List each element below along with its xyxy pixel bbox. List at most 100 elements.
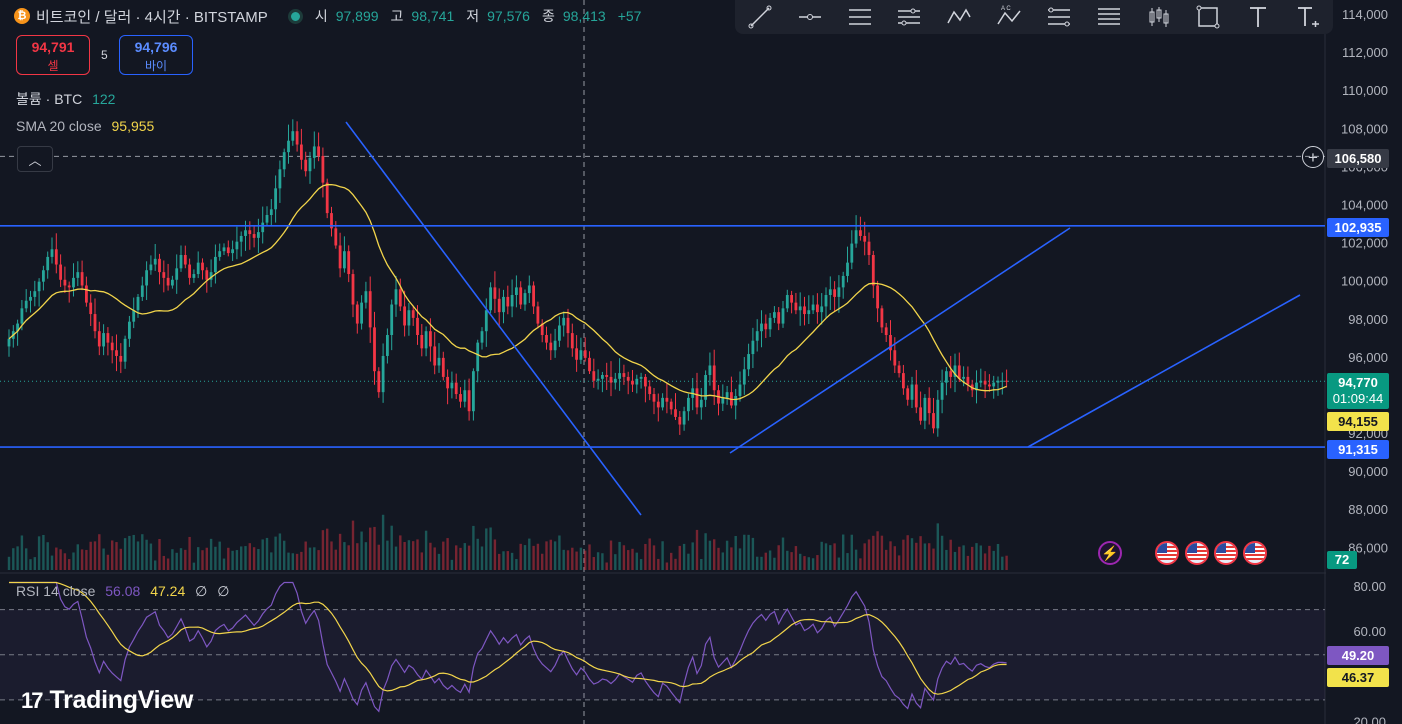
volume-bar (510, 552, 514, 570)
candle-body (278, 169, 282, 189)
sell-button[interactable]: 94,791 셀 (16, 35, 90, 75)
volume-bar (885, 549, 888, 570)
sma-legend[interactable]: SMA 20 close 95,955 (16, 118, 154, 134)
price-tick-label: 96,000 (1348, 350, 1388, 365)
candle-body (343, 251, 346, 269)
candle (368, 276, 372, 343)
candle (734, 388, 738, 420)
volume-bar (545, 541, 548, 570)
volume-bar (691, 542, 694, 570)
collapse-legend-button[interactable]: ︿ (17, 146, 53, 172)
volume-bar (571, 547, 574, 570)
candle (239, 231, 243, 257)
candle-body (811, 304, 815, 311)
rectangle-icon[interactable] (1193, 2, 1223, 32)
price-axis[interactable]: 114,000112,000110,000108,000106,000104,0… (1326, 0, 1402, 724)
volume-bar (794, 546, 798, 570)
volume-bar (123, 538, 127, 570)
buy-price: 94,796 (134, 39, 178, 55)
volume-bar (945, 549, 948, 570)
volume-bar (687, 553, 690, 570)
parallel-channel-icon[interactable] (845, 2, 875, 32)
buy-button[interactable]: 94,796 바이 (119, 35, 193, 75)
candle-body (510, 295, 514, 307)
volume-bar (326, 528, 329, 570)
volume-bar (450, 559, 454, 570)
abcd-pattern-icon[interactable]: A C (994, 2, 1024, 32)
candle-body (140, 285, 144, 297)
symbol-title[interactable]: 비트코인 / 달러 · 4시간 · BITSTAMP (36, 8, 268, 26)
candle (553, 328, 557, 358)
candle-body (502, 296, 505, 313)
lightning-icon[interactable]: ⚡ (1098, 541, 1122, 565)
volume-bar (356, 543, 359, 570)
candle (252, 225, 256, 248)
candle (601, 371, 604, 393)
volume-bar (730, 547, 733, 570)
candle-body (115, 350, 118, 356)
candle-body (936, 399, 940, 429)
us-flag-icon[interactable] (1155, 541, 1179, 565)
xabcd-pattern-icon[interactable] (944, 2, 974, 32)
candle-body (390, 304, 394, 336)
sma-legend-label: SMA 20 close (16, 118, 102, 134)
us-flag-icon[interactable] (1214, 541, 1238, 565)
candle (566, 308, 570, 348)
volume-bar (373, 526, 376, 570)
volume-bar (485, 528, 488, 570)
volume-bar (85, 549, 88, 570)
candle-body (927, 397, 931, 414)
candle (764, 314, 768, 339)
candle-body (777, 312, 781, 324)
candle (231, 240, 234, 261)
volume-legend[interactable]: 볼륨 · BTC 122 (16, 89, 115, 109)
volume-bar (781, 537, 785, 570)
candle (484, 298, 488, 347)
candle-body (153, 258, 157, 265)
volume-bar (274, 536, 277, 570)
add-alert-icon[interactable]: + (1302, 146, 1324, 168)
trendline-icon[interactable] (745, 2, 775, 32)
volume-bar (515, 559, 518, 570)
text-icon[interactable] (1243, 2, 1273, 32)
candle-body (196, 262, 200, 275)
us-flag-icon[interactable] (1243, 541, 1267, 565)
candle (489, 282, 492, 314)
volume-bar (227, 547, 230, 570)
candle-body (132, 310, 136, 322)
candle-body (67, 285, 71, 288)
text-note-icon[interactable] (1293, 2, 1323, 32)
candle-body (420, 335, 424, 349)
volume-bar (609, 540, 613, 570)
volume-bar (386, 540, 389, 570)
candle (558, 316, 561, 347)
candle-body (149, 264, 153, 271)
candle (613, 372, 617, 390)
tradingview-logo[interactable]: 17 TradingView (21, 686, 193, 715)
candle (377, 367, 381, 398)
rsi-ma-legend-value: 47.24 (150, 583, 186, 599)
pitchfork-icon[interactable] (894, 2, 924, 32)
long-position-icon[interactable] (1144, 2, 1174, 32)
fib-retracement-icon[interactable] (1044, 2, 1074, 32)
gann-icon[interactable] (1094, 2, 1124, 32)
candle-body (678, 416, 682, 425)
drawn-trendlines[interactable] (0, 121, 1325, 516)
candle-body (325, 182, 329, 214)
volume-bar (162, 555, 165, 570)
candle-body (820, 306, 824, 313)
volume-bar (523, 545, 527, 570)
volume-bar (756, 556, 759, 570)
candle (596, 369, 600, 390)
candle (54, 233, 58, 274)
resistance-price-label[interactable]: 102,935 (1327, 218, 1389, 237)
candle-body (46, 256, 50, 271)
volume-bar (842, 534, 845, 570)
candle (72, 263, 75, 297)
us-flag-icon[interactable] (1185, 541, 1209, 565)
horizontal-line-icon[interactable] (795, 2, 825, 32)
volume-bar (102, 548, 105, 570)
support-price-label[interactable]: 91,315 (1327, 440, 1389, 459)
rsi-legend[interactable]: RSI 14 close 56.08 47.24 ∅ ∅ (16, 583, 229, 600)
